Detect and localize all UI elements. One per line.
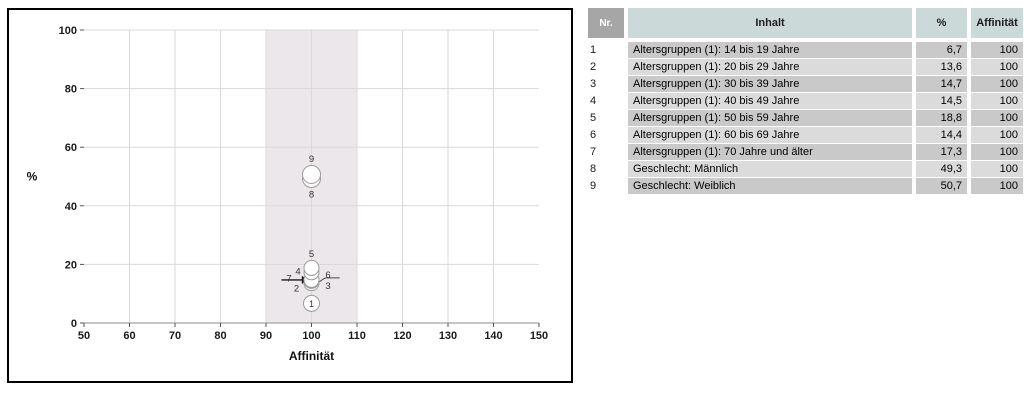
x-axis-title: Affinität xyxy=(289,349,334,363)
table-row: 9 Geschlecht: Weiblich 50,7 100 xyxy=(588,178,1023,194)
row-number-cell: 6 xyxy=(588,127,624,143)
data-point-label: 7 xyxy=(286,273,291,284)
column-header-percent: % xyxy=(916,8,967,38)
scatter-plot: 50 60 70 80 90 100 110 120 130 140 150 0 20 40 60 80 100… xyxy=(27,25,549,363)
table-row: 7 Altersgruppen (1): 70 Jahre und älter 17… xyxy=(588,144,1023,160)
inhalt-cell: Altersgruppen (1): 50 bis 59 Jahre xyxy=(628,110,912,126)
data-point xyxy=(303,259,320,276)
y-tick-label: 20 xyxy=(65,259,77,271)
row-number-cell: 4 xyxy=(588,93,624,109)
table-header-row: Nr. Inhalt % Affinität xyxy=(588,8,1023,38)
row-number-cell: 3 xyxy=(588,76,624,92)
affinitaet-cell: 100 xyxy=(971,127,1023,143)
percent-cell: 18,8 xyxy=(916,110,967,126)
data-point xyxy=(302,164,321,184)
y-tick-label: 0 xyxy=(71,318,77,330)
percent-cell: 6,7 xyxy=(916,42,967,58)
inhalt-cell: Altersgruppen (1): 14 bis 19 Jahre xyxy=(628,42,912,58)
affinity-data-table: Nr. Inhalt % Affinität 1 Altersgruppen (1… xyxy=(588,8,1023,194)
column-header-nr: Nr. xyxy=(588,8,624,38)
row-number-cell: 7 xyxy=(588,144,624,160)
inhalt-cell: Altersgruppen (1): 20 bis 29 Jahre xyxy=(628,59,912,75)
row-number-cell: 5 xyxy=(588,110,624,126)
y-axis-title: % xyxy=(27,170,38,184)
x-tick-label: 80 xyxy=(214,330,226,342)
inhalt-cell: Geschlecht: Männlich xyxy=(628,161,912,177)
percent-cell: 14,4 xyxy=(916,127,967,143)
affinitaet-cell: 100 xyxy=(971,76,1023,92)
inhalt-cell: Geschlecht: Weiblich xyxy=(628,178,912,194)
column-header-affinitaet: Affinität xyxy=(971,8,1023,38)
table-row: 6 Altersgruppen (1): 60 bis 69 Jahre 14,4 1… xyxy=(588,127,1023,143)
y-tick-label: 60 xyxy=(65,142,77,154)
inhalt-cell: Altersgruppen (1): 30 bis 39 Jahre xyxy=(628,76,912,92)
percent-cell: 50,7 xyxy=(916,178,967,194)
table-row: 8 Geschlecht: Männlich 49,3 100 xyxy=(588,161,1023,177)
data-point-label: 9 xyxy=(309,154,314,165)
data-point-label: 2 xyxy=(294,284,299,295)
percent-cell: 17,3 xyxy=(916,144,967,160)
x-tick-label: 70 xyxy=(169,330,181,342)
data-point-label: 1 xyxy=(309,299,314,310)
data-point-label: 3 xyxy=(325,281,330,292)
inhalt-cell: Altersgruppen (1): 60 bis 69 Jahre xyxy=(628,127,912,143)
table-body: 1 Altersgruppen (1): 14 bis 19 Jahre 6,7 10… xyxy=(588,42,1023,194)
row-number-cell: 1 xyxy=(588,42,624,58)
x-tick-label: 60 xyxy=(123,330,135,342)
row-number-cell: 8 xyxy=(588,161,624,177)
x-tick-label: 110 xyxy=(348,330,366,342)
x-tick-label: 140 xyxy=(484,330,502,342)
percent-cell: 14,7 xyxy=(916,76,967,92)
table-row: 1 Altersgruppen (1): 14 bis 19 Jahre 6,7 10… xyxy=(588,42,1023,58)
inhalt-cell: Altersgruppen (1): 70 Jahre und älter xyxy=(628,144,912,160)
x-tick-label: 50 xyxy=(78,330,90,342)
row-number-cell: 9 xyxy=(588,178,624,194)
x-tick-label: 150 xyxy=(530,330,548,342)
data-point-label: 4 xyxy=(295,267,300,278)
data-point-label: 8 xyxy=(309,190,314,201)
row-number-cell: 2 xyxy=(588,59,624,75)
affinitaet-cell: 100 xyxy=(971,42,1023,58)
affinitaet-cell: 100 xyxy=(971,59,1023,75)
table-row: 3 Altersgruppen (1): 30 bis 39 Jahre 14,7 1… xyxy=(588,76,1023,92)
table-row: 4 Altersgruppen (1): 40 bis 49 Jahre 14,5 1… xyxy=(588,93,1023,109)
table-row: 2 Altersgruppen (1): 20 bis 29 Jahre 13,6 1… xyxy=(588,59,1023,75)
y-tick-label: 80 xyxy=(65,84,77,96)
affinitaet-cell: 100 xyxy=(971,161,1023,177)
x-tick-label: 100 xyxy=(302,330,320,342)
affinitaet-cell: 100 xyxy=(971,93,1023,109)
y-tick-label: 40 xyxy=(65,201,77,213)
percent-cell: 13,6 xyxy=(916,59,967,75)
affinitaet-cell: 100 xyxy=(971,110,1023,126)
table-row: 5 Altersgruppen (1): 50 bis 59 Jahre 18,8 1… xyxy=(588,110,1023,126)
affinitaet-cell: 100 xyxy=(971,144,1023,160)
x-tick-label: 120 xyxy=(393,330,411,342)
percent-cell: 49,3 xyxy=(916,161,967,177)
x-tick-label: 130 xyxy=(439,330,457,342)
y-tick-label: 100 xyxy=(59,25,77,37)
percent-cell: 14,5 xyxy=(916,93,967,109)
inhalt-cell: Altersgruppen (1): 40 bis 49 Jahre xyxy=(628,93,912,109)
x-tick-label: 90 xyxy=(260,330,272,342)
data-point-label: 6 xyxy=(325,270,330,281)
data-point xyxy=(303,294,320,312)
data-point-label: 5 xyxy=(309,249,314,260)
column-header-inhalt: Inhalt xyxy=(628,8,912,38)
affinitaet-cell: 100 xyxy=(971,178,1023,194)
scatter-chart-panel: 50 60 70 80 90 100 110 120 130 140 150 0 20 40 60 80 100… xyxy=(7,8,573,383)
